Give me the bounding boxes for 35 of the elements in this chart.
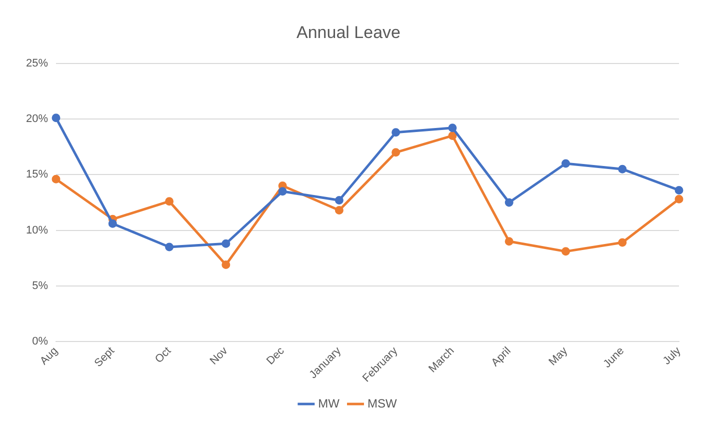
y-tick-label: 15%: [26, 168, 48, 181]
point: [165, 242, 174, 252]
point: [618, 164, 627, 174]
point: [448, 124, 457, 132]
point: [52, 174, 60, 184]
y-tick-label: 25%: [26, 57, 48, 70]
point: [222, 260, 230, 270]
point: [504, 198, 514, 207]
point: [561, 247, 570, 256]
point: [392, 148, 400, 157]
x-tick-label: Nov: [208, 344, 231, 368]
legend-label: MSW: [368, 396, 398, 410]
point: [334, 206, 344, 215]
y-tick-label: 5%: [32, 280, 48, 292]
point: [334, 196, 344, 204]
point: [674, 194, 684, 204]
point: [165, 197, 174, 206]
point: [618, 238, 627, 247]
x-tick-label: July: [660, 344, 684, 368]
y-tick-label: 20%: [26, 113, 48, 126]
x-tick-label: Oct: [152, 344, 174, 366]
chart-title: Annual Leave: [296, 22, 400, 42]
point: [504, 237, 514, 246]
point: [278, 187, 287, 196]
x-tick-label: Dec: [264, 344, 288, 368]
x-tick-label: May: [546, 344, 570, 368]
point: [108, 219, 117, 228]
point: [448, 131, 457, 140]
point: [222, 239, 230, 248]
y-tick-label: 10%: [26, 224, 48, 236]
point: [674, 186, 684, 194]
legend-label: MW: [318, 396, 340, 410]
point: [561, 159, 570, 168]
point: [392, 128, 400, 137]
point: [52, 114, 60, 122]
